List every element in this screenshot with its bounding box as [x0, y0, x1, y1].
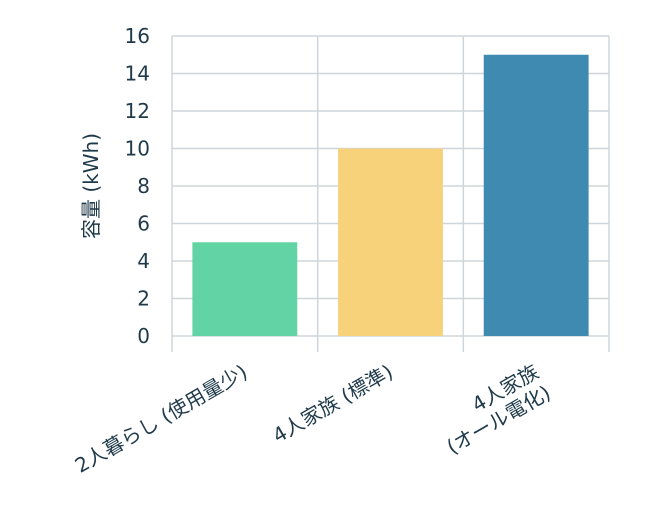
y-tick-label: 12	[125, 99, 150, 123]
x-tick-label: 2人暮らし (使用量少)	[71, 360, 252, 478]
bar	[338, 148, 443, 336]
y-tick-label: 2	[137, 287, 150, 311]
x-tick-label: 4人家族 (標準)	[268, 360, 397, 448]
x-tick-label: 4人家族(オール電化)	[431, 360, 555, 459]
bar	[192, 242, 298, 336]
y-tick-label: 16	[125, 24, 150, 48]
y-tick-label: 10	[125, 137, 150, 161]
y-tick-label: 0	[137, 324, 150, 348]
bar	[483, 54, 589, 336]
y-axis-label: 容量 (kWh)	[79, 133, 103, 239]
y-tick-label: 14	[125, 62, 150, 86]
y-tick-label: 6	[137, 212, 150, 236]
y-tick-label: 4	[137, 249, 150, 273]
y-tick-label: 8	[137, 174, 150, 198]
